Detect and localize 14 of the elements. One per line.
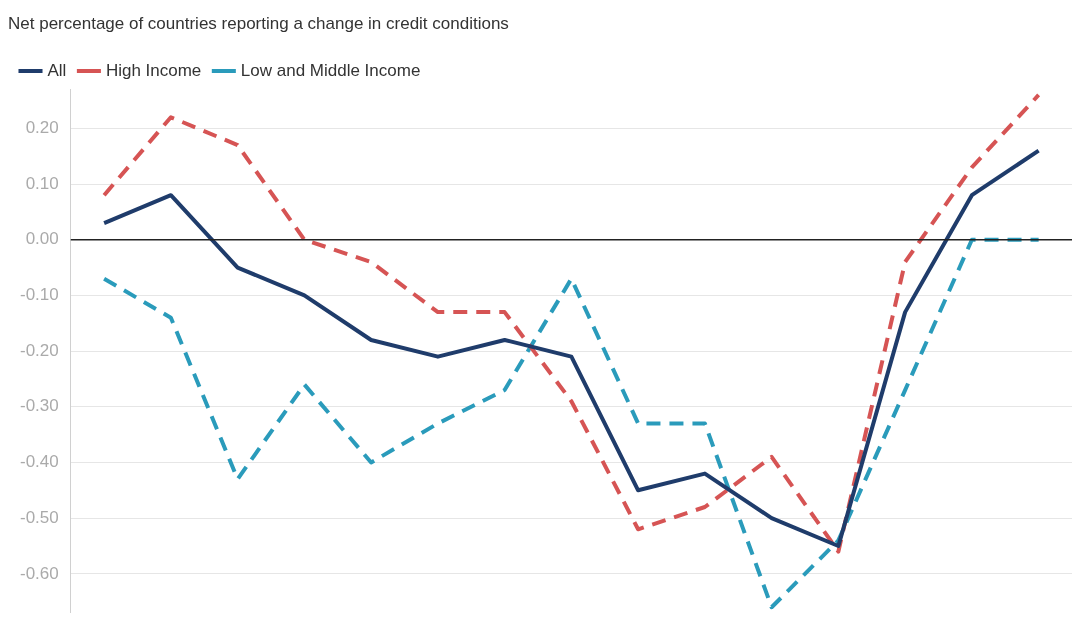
- y-tick-label: 0.10: [25, 173, 59, 193]
- legend-label: Low and Middle Income: [240, 60, 421, 80]
- y-tick-label: -0.40: [20, 452, 59, 472]
- line-series: [102, 237, 1041, 610]
- legend-label: High Income: [105, 60, 202, 80]
- legend-label: All: [47, 60, 67, 80]
- y-tick-label: -0.10: [20, 285, 59, 305]
- y-tick-label: 0.20: [25, 118, 59, 138]
- y-tick-label: -0.30: [20, 396, 59, 416]
- y-tick-label: -0.60: [20, 563, 59, 583]
- y-tick-label: -0.20: [20, 340, 59, 360]
- y-tick-label: -0.50: [20, 507, 59, 527]
- chart-title: Net percentage of countries reporting a change in credit conditions: [8, 13, 509, 33]
- y-tick-label: 0.00: [25, 229, 59, 249]
